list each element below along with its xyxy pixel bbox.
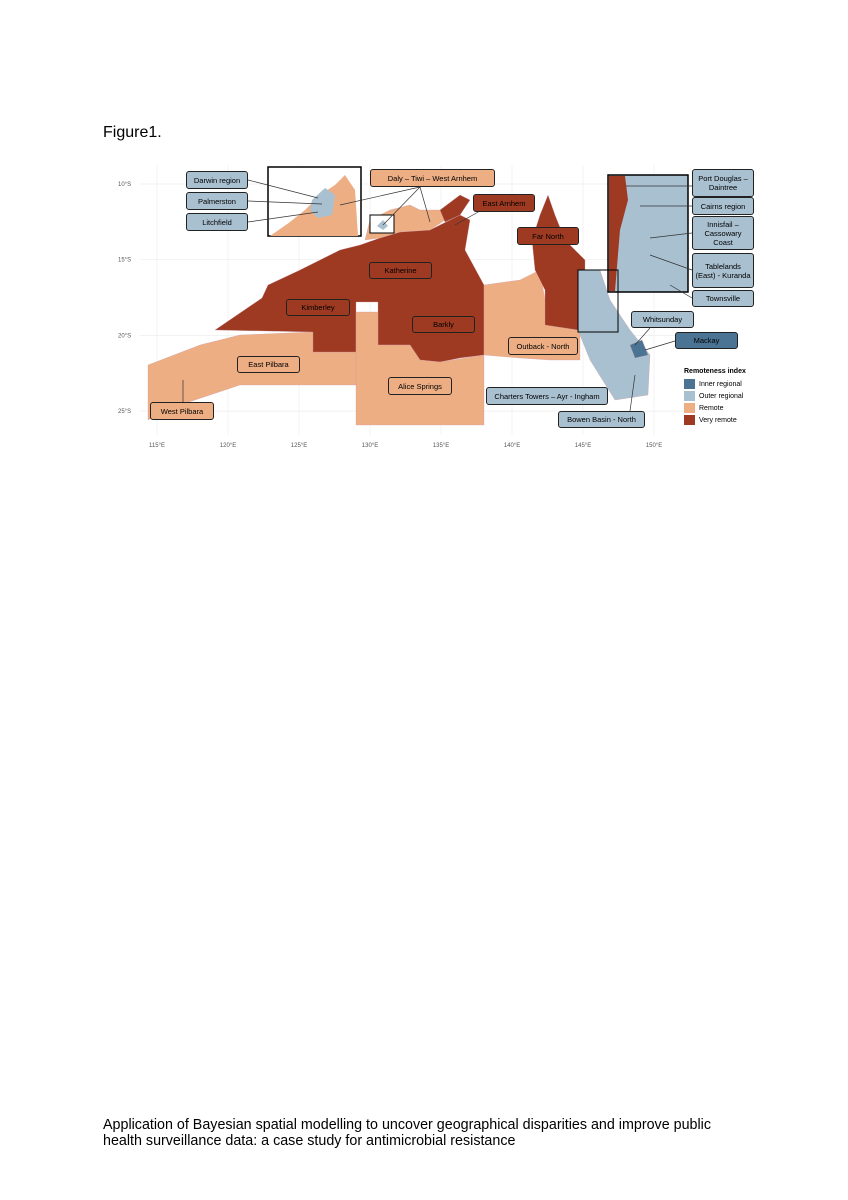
region-label: Tablelands (East) - Kuranda [692, 253, 754, 288]
insets [267, 166, 689, 333]
land [147, 194, 651, 426]
region-label: Daly – Tiwi – West Arnhem [370, 169, 495, 187]
lon-tick-label: 120°E [220, 443, 236, 449]
lat-tick-label: 10°S [118, 182, 131, 188]
legend-swatch [684, 379, 695, 389]
leader-lines [182, 179, 693, 412]
region-label: Barkly [412, 316, 475, 333]
lat-tick-label: 15°S [118, 258, 131, 264]
legend-swatch [684, 403, 695, 413]
region-label: Far North [517, 227, 579, 245]
region-label: Cairns region [692, 197, 754, 215]
legend-label: Remote [699, 404, 724, 412]
lon-tick-label: 115°E [149, 443, 165, 449]
lon-tick-label: 130°E [362, 443, 378, 449]
footer-line: Application of Bayesian spatial modellin… [103, 1117, 711, 1133]
legend-label: Outer regional [699, 392, 744, 400]
lon-tick-label: 140°E [504, 443, 520, 449]
legend-swatch [684, 415, 695, 425]
figure-title: Figure1. [103, 124, 162, 141]
lon-tick-label: 150°E [646, 443, 662, 449]
region-label: Port Douglas – Daintree [692, 169, 754, 197]
region-label: Katherine [369, 262, 432, 279]
lon-tick-label: 145°E [575, 443, 591, 449]
region-label: West Pilbara [150, 402, 214, 420]
lon-tick-label: 125°E [291, 443, 307, 449]
legend-item: Inner regional [684, 378, 746, 390]
legend-label: Very remote [699, 416, 737, 424]
region-label: Mackay [675, 332, 738, 349]
region-label: Outback - North [508, 337, 578, 355]
region-label: Townsville [692, 290, 754, 307]
lat-tick-label: 20°S [118, 333, 131, 339]
legend-title: Remoteness index [684, 368, 746, 375]
lon-tick-label: 135°E [433, 443, 449, 449]
legend-item: Outer regional [684, 390, 746, 402]
legend-swatch [684, 391, 695, 401]
legend: Remoteness index Inner regional Outer reg… [684, 368, 746, 426]
legend-item: Remote [684, 402, 746, 414]
region-label: Bowen Basin - North [558, 411, 645, 428]
region-label: Kimberley [286, 299, 350, 316]
lat-tick-label: 25°S [118, 409, 131, 415]
region-label: Whitsunday [631, 311, 694, 328]
region-label: Palmerston [186, 192, 248, 210]
region-label: East Pilbara [237, 356, 300, 373]
footer-line: health surveillance data: a case study f… [103, 1133, 516, 1149]
region-label: East Arnhem [473, 194, 535, 212]
legend-label: Inner regional [699, 380, 742, 388]
footer: Application of Bayesian spatial modellin… [103, 1117, 711, 1149]
region-label: Alice Springs [388, 377, 452, 395]
region-label: Darwin region [186, 171, 248, 189]
region-label: Litchfield [186, 213, 248, 231]
region-label: Charters Towers – Ayr - Ingham [486, 387, 608, 405]
legend-item: Very remote [684, 414, 746, 426]
region-label: Innisfail – Cassowary Coast [692, 216, 754, 250]
